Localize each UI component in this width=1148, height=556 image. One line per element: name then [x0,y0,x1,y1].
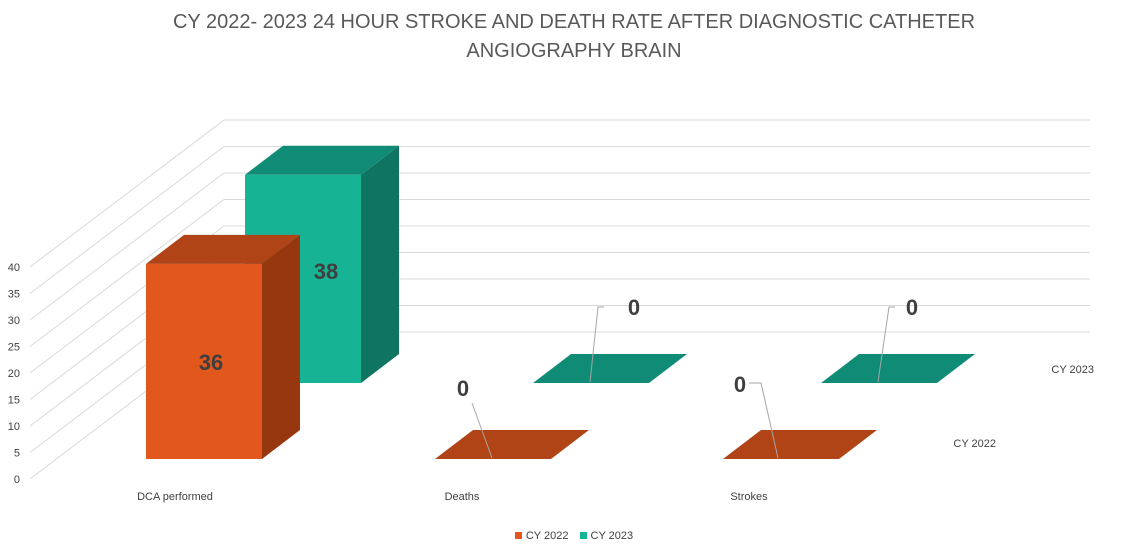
gridline-side [29,146,225,294]
y-tick-label: 20 [8,368,20,380]
bar-cy2023-dca-performed-top [245,145,399,175]
chart-title: CY 2022- 2023 24 HOUR STROKE AND DEATH R… [0,8,1148,66]
gridline-side [29,119,225,268]
gridline-side [29,199,225,347]
y-tick-label: 5 [14,448,20,460]
bar-cy2022-dca-performed-side [262,234,300,459]
x-tick-label-dca-performed: DCA performed [137,491,213,503]
bar-cy2023-dca-performed-side [361,145,399,383]
bar-cy2023-deaths [533,354,687,383]
legend: CY 2022 CY 2023 [0,530,1148,542]
legend-label-cy2023: CY 2023 [590,530,634,542]
depth-axis-label-cy2022: CY 2022 [953,438,996,450]
depth-axis-label-cy2023: CY 2023 [1051,364,1094,376]
leader-line-cy2022-deaths [471,402,493,459]
bar-cy2022-strokes [723,430,877,459]
chart-title-line-2: ANGIOGRAPHY BRAIN [466,40,682,62]
legend-swatch-cy2022 [514,532,522,539]
data-label-cy2022-strokes: 0 [734,372,746,397]
bar-cy2022-dca-performed-front [146,263,262,459]
y-tick-label: 40 [8,262,20,274]
data-label-cy2022-deaths: 0 [457,376,469,401]
legend-swatch-cy2023 [579,532,587,539]
legend-label-cy2022: CY 2022 [525,530,569,542]
data-label-cy2023-deaths: 0 [628,295,640,320]
data-label-cy2023-strokes: 0 [906,295,918,320]
x-tick-label-strokes: Strokes [730,491,768,503]
y-tick-label: 15 [8,395,20,407]
leader-line-cy2022-strokes [749,382,779,459]
legend-item-cy2022: CY 2022 [514,530,569,542]
y-tick-label: 25 [8,342,20,354]
leader-line-cy2023-deaths [589,306,604,383]
data-label-cy2023-dca-performed: 38 [314,259,338,284]
bar-cy2022-dca-performed-top [146,234,300,264]
y-tick-label: 35 [8,289,20,301]
bar-cy2022-deaths [435,430,589,459]
leader-line-cy2023-strokes [877,306,895,383]
bar-cy2023-strokes [821,354,975,383]
y-tick-label: 10 [8,421,20,433]
x-tick-label-deaths: Deaths [445,491,480,503]
chart-title-line-1: CY 2022- 2023 24 HOUR STROKE AND DEATH R… [172,11,976,33]
y-tick-label: 0 [14,474,20,486]
y-tick-label: 30 [8,315,20,327]
gridline-side [29,172,225,321]
data-label-cy2022-dca-performed: 36 [199,350,223,375]
legend-item-cy2023: CY 2023 [579,530,634,542]
